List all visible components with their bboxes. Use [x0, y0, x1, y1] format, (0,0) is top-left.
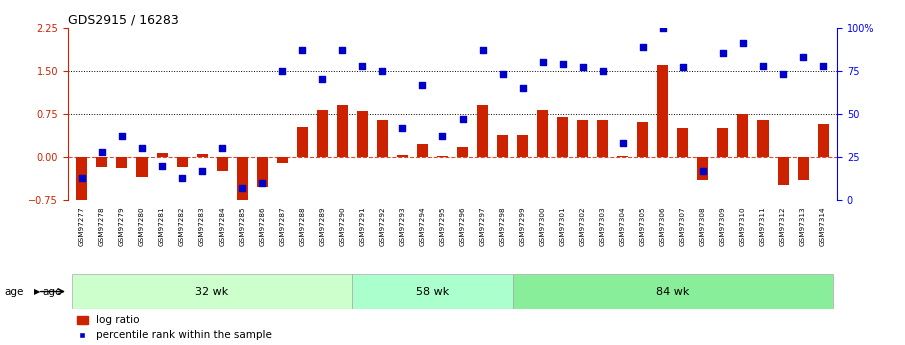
Bar [216, 157, 228, 171]
Bar [477, 105, 488, 157]
Point [95, 149, 110, 155]
Point [816, 63, 831, 68]
Point [376, 68, 390, 73]
Bar [577, 120, 588, 157]
Point [74, 175, 89, 180]
Bar [357, 111, 367, 157]
Bar [337, 105, 348, 157]
Point [395, 125, 410, 130]
Bar [557, 117, 568, 157]
Bar [157, 153, 167, 157]
Text: age: age [5, 287, 24, 296]
Bar [317, 110, 328, 157]
Bar [297, 127, 308, 157]
Bar [117, 157, 128, 168]
Point [635, 44, 650, 49]
Point [776, 71, 790, 77]
Bar [757, 120, 768, 157]
Bar [538, 110, 548, 157]
Bar [236, 157, 248, 200]
Point [556, 61, 570, 67]
Bar [597, 120, 608, 157]
Text: ▶: ▶ [34, 287, 41, 296]
Point [756, 63, 770, 68]
Bar [457, 147, 468, 157]
Bar [417, 144, 428, 157]
Point [235, 185, 250, 191]
Bar [657, 65, 669, 157]
Point [295, 47, 310, 53]
Bar [677, 128, 689, 157]
Point [255, 180, 270, 186]
Bar [637, 122, 648, 157]
Point [536, 59, 550, 65]
Text: age: age [43, 287, 62, 296]
Point [335, 47, 349, 53]
Point [355, 63, 369, 68]
Bar [137, 157, 148, 177]
Point [716, 51, 730, 56]
Point [615, 140, 630, 146]
Bar [698, 157, 709, 180]
Bar [97, 157, 108, 167]
Point [135, 146, 149, 151]
Point [495, 71, 510, 77]
Bar [176, 157, 187, 167]
Point [515, 85, 529, 91]
Point [595, 68, 610, 73]
Point [696, 168, 710, 174]
Bar [76, 157, 88, 204]
Bar [71, 274, 352, 309]
Bar [517, 135, 529, 157]
Point [155, 163, 169, 168]
Point [315, 77, 329, 82]
Point [415, 82, 430, 87]
Point [115, 134, 129, 139]
Point [736, 40, 750, 46]
Bar [376, 120, 388, 157]
Point [195, 168, 209, 174]
Point [275, 68, 290, 73]
Point [175, 175, 189, 180]
Bar [817, 124, 829, 157]
Bar [738, 114, 748, 157]
Text: 32 wk: 32 wk [195, 287, 229, 296]
Bar [257, 157, 268, 187]
Text: 84 wk: 84 wk [656, 287, 690, 296]
Bar [777, 157, 788, 185]
Point [214, 146, 229, 151]
Bar [718, 128, 729, 157]
Bar [617, 156, 628, 157]
Text: 58 wk: 58 wk [415, 287, 449, 296]
Text: GDS2915 / 16283: GDS2915 / 16283 [68, 14, 178, 27]
Bar [797, 157, 808, 180]
Legend: log ratio, percentile rank within the sample: log ratio, percentile rank within the sa… [73, 311, 276, 345]
Bar [497, 135, 508, 157]
Point [475, 47, 490, 53]
Point [435, 134, 450, 139]
Bar [397, 155, 408, 157]
Bar [352, 274, 512, 309]
Bar [277, 157, 288, 163]
Bar [196, 154, 207, 157]
Bar [512, 274, 834, 309]
Bar [437, 156, 448, 157]
Point [455, 116, 470, 122]
Point [676, 65, 691, 70]
Point [655, 25, 670, 30]
Point [576, 65, 590, 70]
Point [795, 54, 810, 60]
